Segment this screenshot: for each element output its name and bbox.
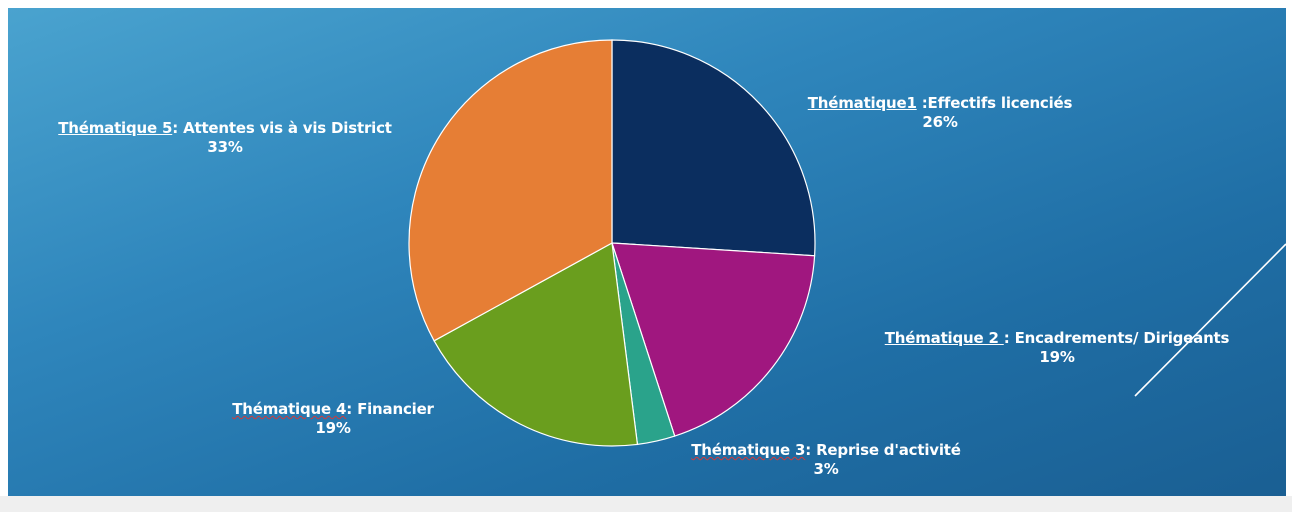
slice-label-3-suffix: : Reprise d'activité <box>805 441 961 459</box>
pie-slice-4 <box>433 242 639 447</box>
slice-label-5: Thématique 5: Attentes vis à vis Distric… <box>58 119 392 157</box>
pie-slice-1 <box>611 39 816 257</box>
pie-chart <box>408 39 1286 447</box>
slice-label-2-suffix: : Encadrements/ Dirigeants <box>1003 329 1230 347</box>
pie-slice-5 <box>408 39 613 342</box>
slice-label-5-percent: 33% <box>207 138 243 156</box>
slide: Thématique1 :Effectifs licenciés 26% Thé… <box>8 8 1286 496</box>
slice-label-3-prefix: Thématique 3 <box>691 441 806 459</box>
slice-label-3: Thématique 3: Reprise d'activité 3% <box>691 441 961 479</box>
decorative-line <box>1134 243 1286 397</box>
slice-label-5-suffix: : Attentes vis à vis District <box>172 119 392 137</box>
bottom-strip <box>0 496 1292 512</box>
slice-label-3-percent: 3% <box>813 460 839 478</box>
slice-label-2-prefix: Thématique 2 <box>884 329 1004 347</box>
pie-slice-2 <box>611 242 816 437</box>
slice-label-1-suffix: :Effectifs licenciés <box>916 94 1073 112</box>
slice-label-2-percent: 19% <box>1039 348 1075 366</box>
slice-label-1-percent: 26% <box>922 113 958 131</box>
slice-label-1-prefix: Thématique1 <box>807 94 917 112</box>
slice-label-4-suffix: : Financier <box>346 400 434 418</box>
slice-label-4-percent: 19% <box>315 419 351 437</box>
slice-label-4: Thématique 4: Financier 19% <box>232 400 434 438</box>
slice-label-2: Thématique 2 : Encadrements/ Dirigeants … <box>885 329 1230 367</box>
slice-label-4-prefix: Thématique 4 <box>232 400 347 418</box>
slice-label-5-prefix: Thématique 5 <box>58 119 173 137</box>
slice-label-1: Thématique1 :Effectifs licenciés 26% <box>808 94 1073 132</box>
